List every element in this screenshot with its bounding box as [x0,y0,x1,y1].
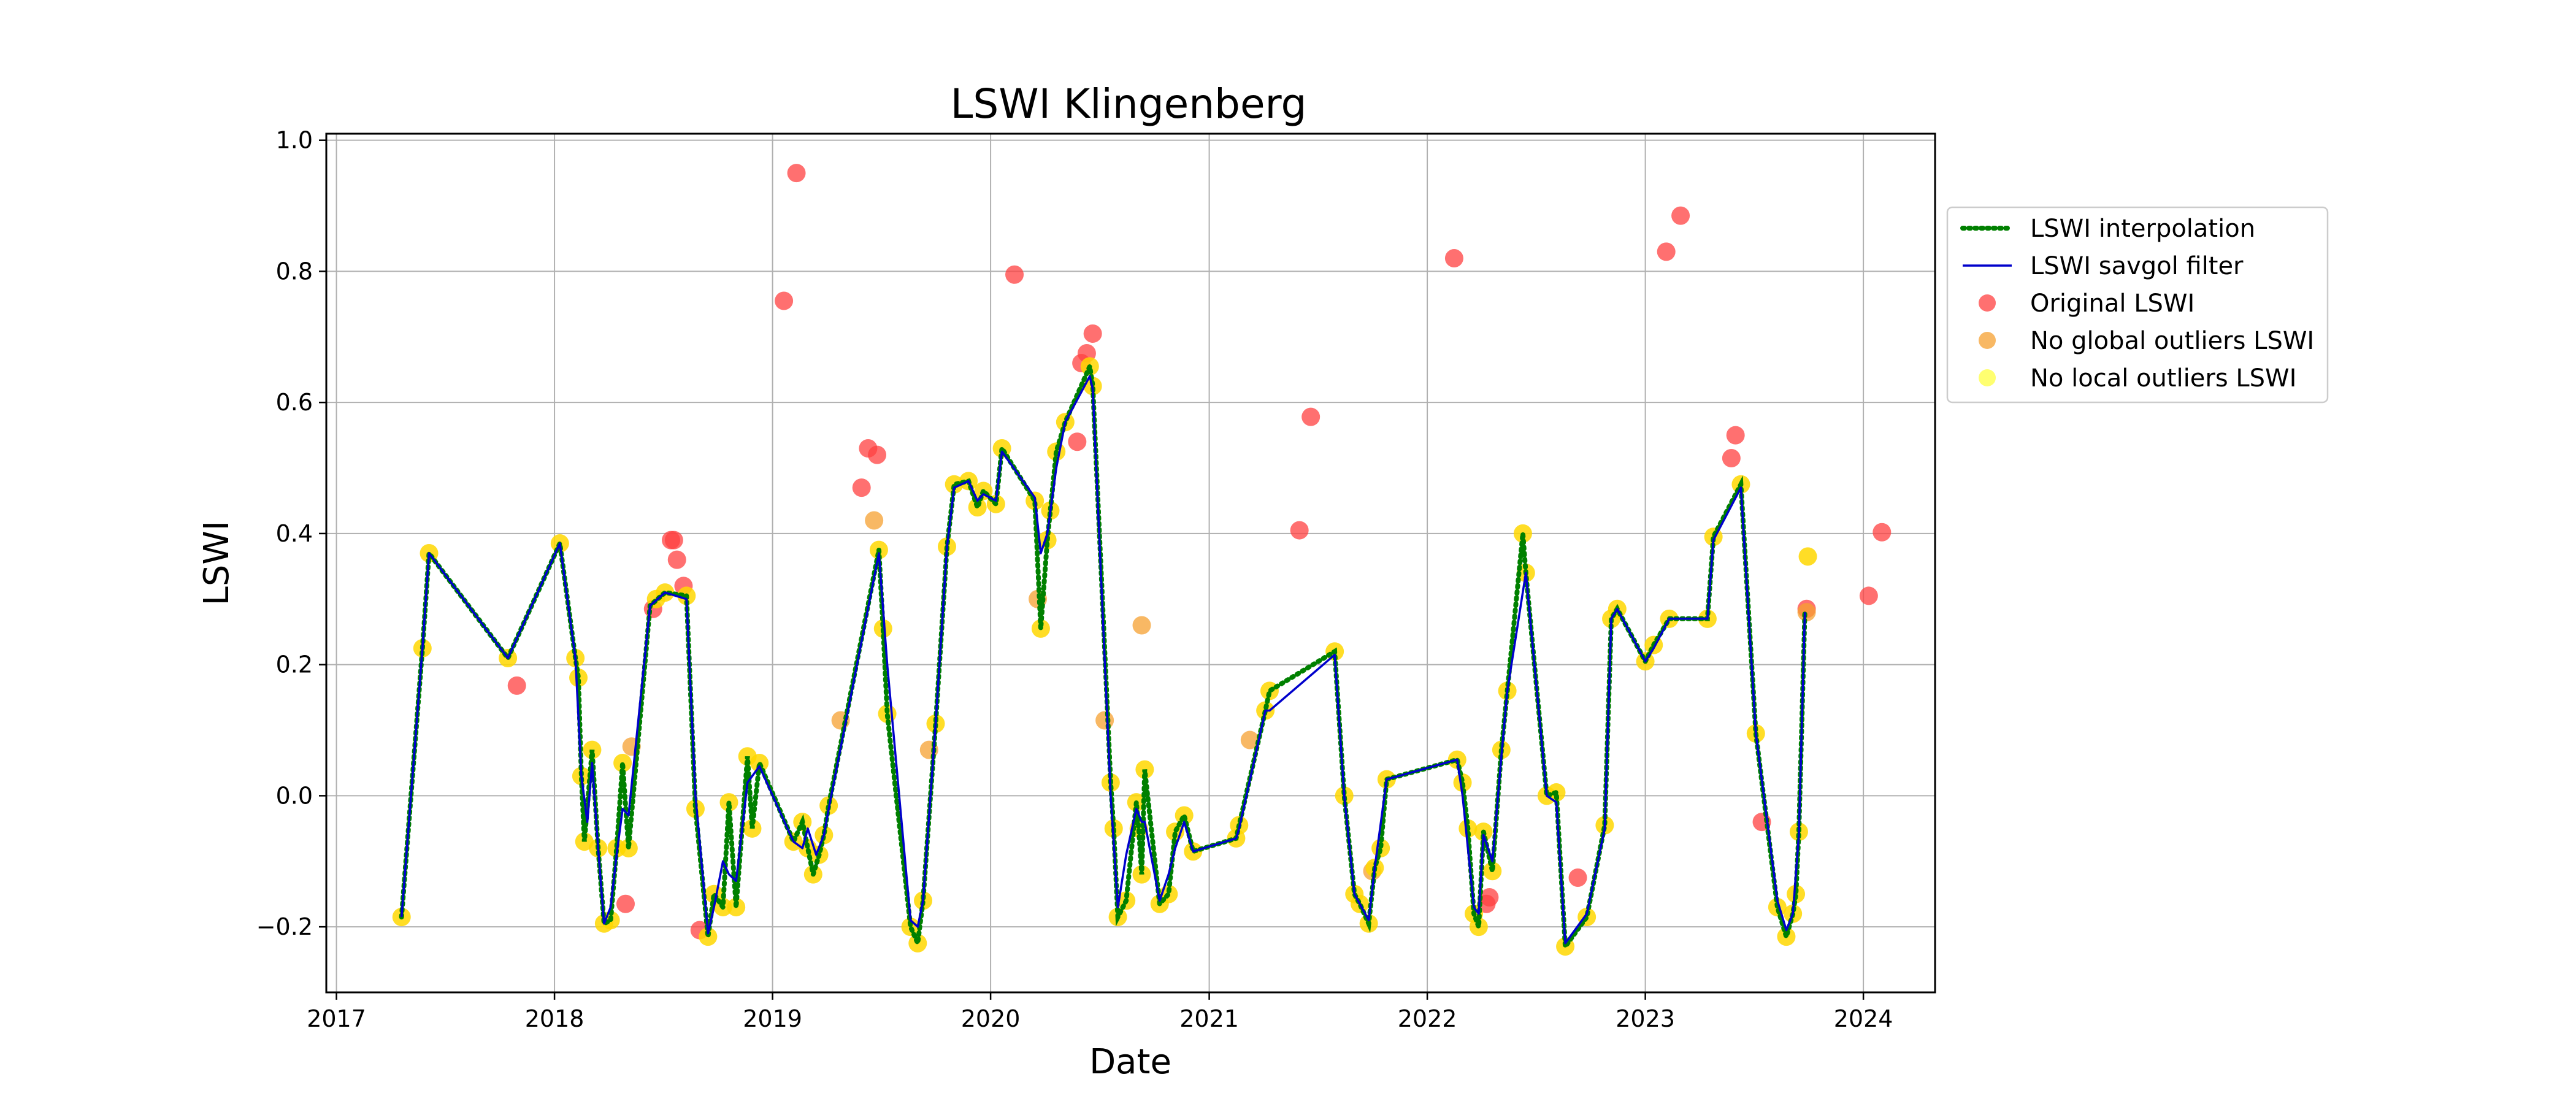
data-point [667,550,686,569]
x-axis-ticks: 2017 2018 2019 2020 2021 2022 2023 2024 [307,992,1893,1032]
x-tick-label: 2022 [1398,1005,1457,1032]
data-point [1132,616,1151,635]
legend-item: No global outliers LSWI [1979,327,2314,355]
legend-label: No local outliers LSWI [2030,364,2296,393]
data-point [775,291,794,310]
legend-item: No local outliers LSWI [1979,364,2296,393]
series-no-global-outliers-lswi [622,511,1816,881]
legend-label: Original LSWI [2030,289,2195,318]
plot-frame [325,132,1936,994]
data-point [1068,432,1087,451]
legend-label: LSWI interpolation [2030,215,2255,243]
y-tick-label: 0.0 [276,782,313,809]
x-tick-label: 2018 [525,1005,585,1032]
legend-label: LSWI savgol filter [2030,252,2244,280]
legend-item: LSWI savgol filter [1963,252,2244,280]
data-point [1722,449,1741,468]
data-point [1568,868,1587,887]
data-point [616,894,635,913]
x-tick-label: 2017 [307,1005,366,1032]
legend-swatch [1979,332,1996,349]
x-tick-label: 2023 [1616,1005,1675,1032]
legend-label: No global outliers LSWI [2030,327,2314,355]
data-point [852,478,871,497]
data-point [865,511,884,530]
x-axis-label: Date [1089,1042,1171,1082]
y-tick-label: 0.6 [276,389,313,416]
legend-swatch [1979,369,1996,386]
x-tick-label: 2024 [1834,1005,1893,1032]
y-tick-label: 0.2 [276,651,313,678]
data-point [1240,730,1259,749]
data-point [1859,586,1878,605]
data-point [664,531,683,550]
legend-swatch [1979,294,1996,312]
data-point [1873,523,1892,542]
series-line-lswi-savgol-filter [400,375,1806,945]
data-point [787,164,806,183]
data-point [1798,547,1817,566]
y-axis-ticks: −0.2 0.0 0.2 0.4 0.6 0.8 1.0 [256,127,326,940]
data-point [1301,407,1321,426]
data-point [1480,888,1499,907]
data-point [1797,603,1816,622]
data-point [1726,426,1745,445]
y-tick-label: 0.4 [276,520,313,547]
data-point [1005,265,1024,284]
y-tick-label: 1.0 [276,127,313,154]
y-axis-label: LSWI [197,521,237,606]
x-tick-label: 2019 [743,1005,802,1032]
data-point [1083,324,1102,343]
x-tick-label: 2021 [1179,1005,1239,1032]
legend: LSWI interpolation LSWI savgol filter Orig… [1946,206,2329,404]
data-point [868,445,887,464]
y-tick-label: −0.2 [256,913,313,940]
series-layer [392,164,1892,956]
legend-box [1946,206,2329,404]
data-point [1671,206,1690,225]
data-point [1290,521,1309,540]
legend-item: LSWI interpolation [1960,215,2255,243]
data-point [1657,242,1676,261]
x-tick-label: 2020 [961,1005,1021,1032]
legend-item: Original LSWI [1979,289,2195,318]
data-point [1095,711,1114,730]
grid-lines [326,134,1935,992]
data-point [507,676,526,695]
data-point [1444,249,1463,268]
y-tick-label: 0.8 [276,258,313,285]
chart-title: LSWI Klingenberg [951,80,1307,128]
